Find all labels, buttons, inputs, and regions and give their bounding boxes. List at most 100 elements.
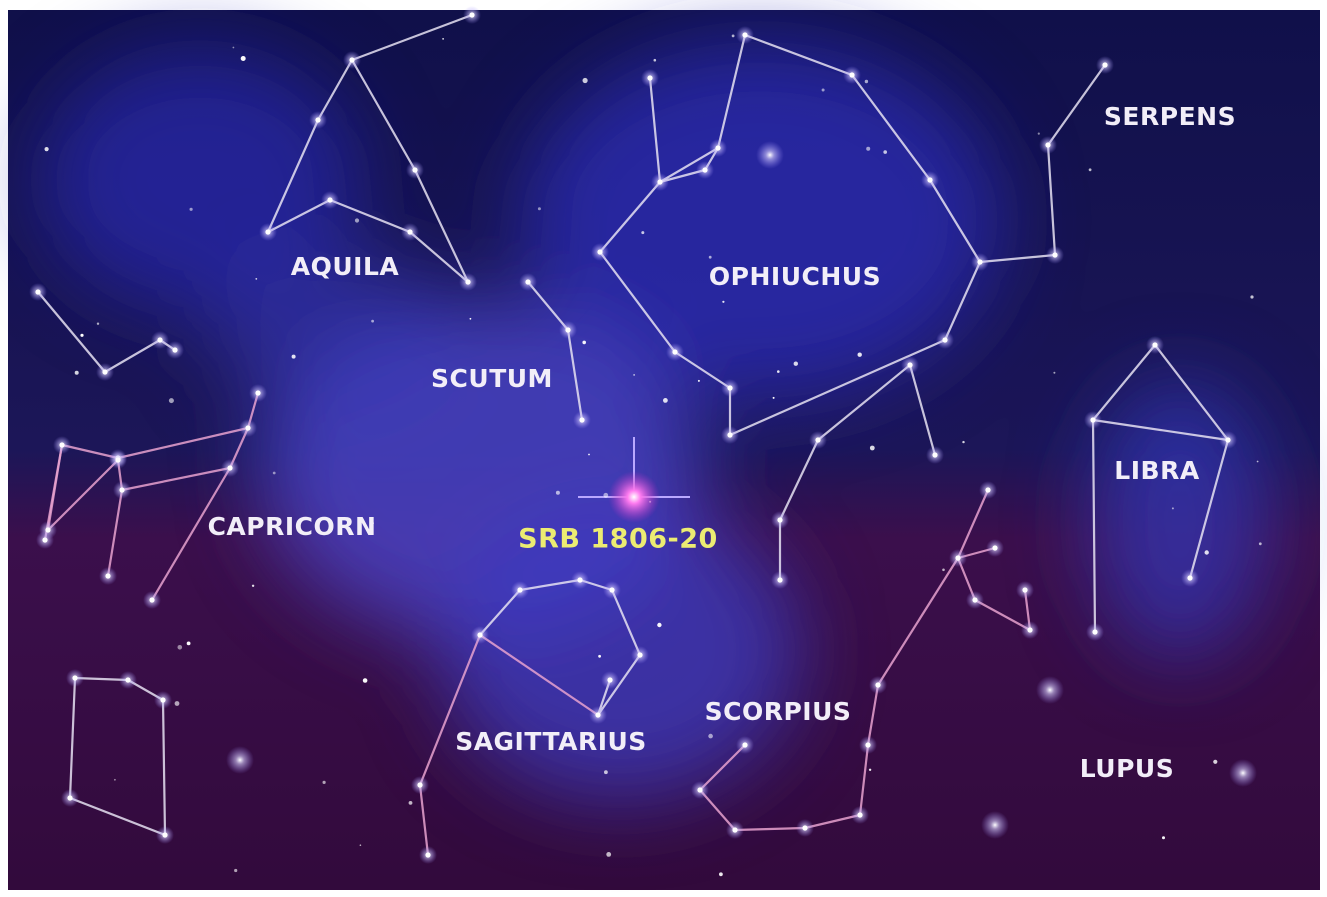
star — [119, 487, 124, 492]
background-star — [870, 446, 875, 451]
star — [985, 487, 990, 492]
star — [227, 465, 232, 470]
star — [327, 197, 332, 202]
star — [702, 167, 707, 172]
background-star — [233, 47, 235, 49]
background-star — [1257, 461, 1259, 463]
star — [59, 442, 64, 447]
star — [607, 677, 612, 682]
star — [802, 825, 807, 830]
background-star — [598, 655, 601, 658]
background-star — [865, 80, 868, 83]
page: {"labels": [ {"text": "SERPENS"}, {"text… — [0, 0, 1327, 897]
star — [417, 782, 422, 787]
star — [1187, 575, 1192, 580]
constellation-label: SCORPIUS — [705, 697, 852, 726]
background-star — [97, 323, 99, 325]
background-star — [869, 769, 871, 771]
constellation-label: SERPENS — [1104, 102, 1236, 131]
star — [992, 545, 997, 550]
star — [577, 577, 582, 582]
sky-map: SERPENSAQUILAOPHIUCHUSSCUTUMLIBRACAPRICO… — [0, 0, 1327, 897]
star — [125, 677, 130, 682]
bright-star-glow — [1036, 676, 1064, 704]
background-star — [582, 341, 586, 345]
star — [1102, 62, 1107, 67]
background-star — [273, 472, 276, 475]
background-star — [169, 398, 174, 403]
star — [102, 369, 107, 374]
background-star — [1213, 760, 1217, 764]
background-star — [538, 207, 541, 210]
background-star — [657, 623, 661, 627]
background-star — [942, 569, 945, 572]
star — [875, 682, 880, 687]
star — [932, 452, 937, 457]
background-star — [360, 844, 362, 846]
star — [35, 289, 40, 294]
star — [105, 573, 110, 578]
constellation-label: SAGITTARIUS — [455, 727, 647, 756]
background-star — [45, 147, 49, 151]
star — [637, 652, 642, 657]
star — [157, 337, 162, 342]
constellation-label: SCUTUM — [431, 364, 553, 393]
background-star — [1259, 542, 1262, 545]
star — [72, 675, 77, 680]
background-star — [603, 493, 608, 498]
background-star — [556, 491, 560, 495]
background-star — [1053, 372, 1055, 374]
star — [67, 795, 72, 800]
background-star — [1162, 836, 1165, 839]
star — [1027, 627, 1032, 632]
background-star — [962, 441, 964, 443]
star — [777, 517, 782, 522]
background-star — [409, 801, 413, 805]
magnetar-glow — [608, 471, 660, 523]
background-star — [241, 56, 246, 61]
background-star — [371, 320, 374, 323]
star — [1152, 342, 1157, 347]
star — [1052, 252, 1057, 257]
star — [1045, 142, 1050, 147]
background-star — [654, 59, 657, 62]
background-star — [75, 371, 79, 375]
star — [942, 337, 947, 342]
background-star — [641, 231, 644, 234]
background-star — [1205, 550, 1209, 554]
star — [425, 852, 430, 857]
star — [657, 179, 662, 184]
background-star — [470, 318, 472, 320]
background-star — [1038, 133, 1040, 135]
star — [565, 327, 570, 332]
background-star — [1250, 295, 1253, 298]
background-star — [175, 701, 180, 706]
star — [160, 697, 165, 702]
star — [149, 597, 154, 602]
background-star — [442, 38, 444, 40]
background-star — [663, 398, 668, 403]
bright-star-glow — [756, 141, 784, 169]
star — [597, 249, 602, 254]
star — [865, 742, 870, 747]
star — [477, 632, 482, 637]
star — [172, 347, 177, 352]
star — [972, 597, 977, 602]
background-star — [190, 208, 193, 211]
star — [907, 362, 912, 367]
star — [927, 177, 932, 182]
background-star — [1089, 168, 1092, 171]
background-star — [178, 645, 183, 650]
star — [579, 417, 584, 422]
star — [265, 229, 270, 234]
star — [732, 827, 737, 832]
background-star — [1172, 507, 1174, 509]
star — [469, 12, 474, 17]
background-star — [858, 353, 862, 357]
star — [715, 145, 720, 150]
star — [727, 432, 732, 437]
constellation-label: CAPRICORN — [208, 512, 377, 541]
background-star — [588, 454, 590, 456]
star — [255, 390, 260, 395]
star — [1090, 417, 1095, 422]
